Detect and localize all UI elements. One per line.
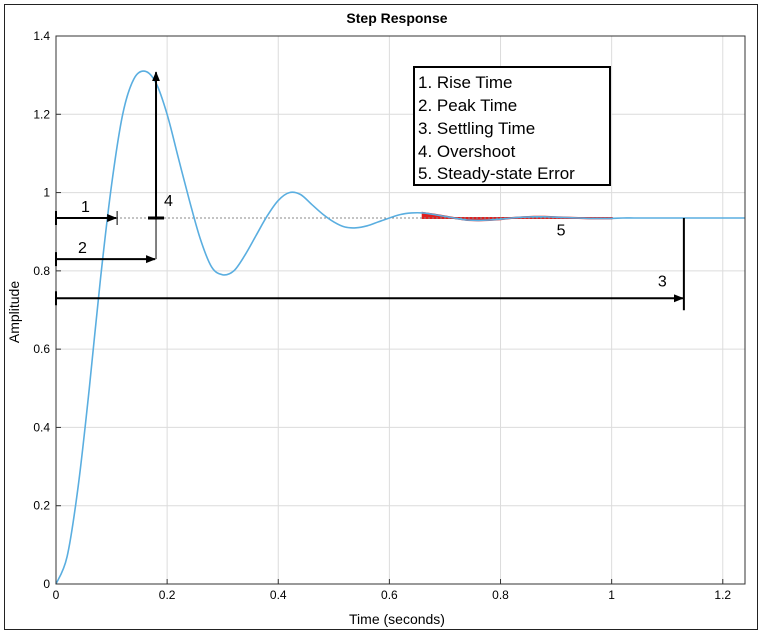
legend-item-rise-time: 1. Rise Time [418, 73, 512, 92]
chart-frame [4, 4, 758, 630]
legend-item-settling-time: 3. Settling Time [418, 119, 535, 138]
axis-ticks: 0 0.2 0.4 0.6 0.8 1 1.2 0 0.2 0.4 0.6 0.8 1 1.2 1.4 [33, 29, 731, 602]
legend-item-peak-time: 2. Peak Time [418, 96, 517, 115]
y-tick-label: 0.2 [33, 499, 50, 513]
legend-item-overshoot: 4. Overshoot [418, 142, 516, 161]
x-tick-label: 1 [608, 588, 615, 602]
y-tick-label: 0 [43, 577, 50, 591]
plot-area [55, 35, 746, 585]
y-tick-label: 0.6 [33, 342, 50, 356]
steady-state-error-region [421, 211, 613, 222]
marker-label-1: 1 [81, 199, 90, 216]
annotation-layer: 1 2 3 4 5 [55, 71, 685, 311]
legend-box: 1. Rise Time 2. Peak Time 3. Settling Ti… [413, 66, 611, 186]
x-tick-label: 0.6 [381, 588, 398, 602]
marker-label-3: 3 [658, 273, 667, 290]
x-tick-label: 0 [53, 588, 60, 602]
marker-label-2: 2 [78, 240, 87, 257]
y-axis-label: Amplitude [6, 281, 22, 343]
y-tick-label: 1 [43, 186, 50, 200]
y-tick-label: 1.4 [33, 29, 50, 43]
grid [55, 35, 745, 585]
x-tick-label: 0.4 [270, 588, 287, 602]
series-layer [55, 70, 745, 585]
x-axis-label: Time (seconds) [349, 611, 445, 627]
y-tick-label: 0.8 [33, 264, 50, 278]
x-tick-label: 0.8 [492, 588, 509, 602]
marker-label-5: 5 [557, 223, 566, 240]
x-tick-label: 1.2 [714, 588, 731, 602]
legend-item-steady-state-error: 5. Steady-state Error [418, 164, 575, 183]
y-tick-label: 1.2 [33, 107, 50, 121]
error-fill [421, 211, 613, 222]
y-tick-label: 0.4 [33, 420, 50, 434]
x-tick-label: 0.2 [159, 588, 176, 602]
marker-label-4: 4 [164, 193, 173, 210]
chart-title: Step Response [346, 10, 447, 26]
series-line-step-response [55, 70, 745, 585]
